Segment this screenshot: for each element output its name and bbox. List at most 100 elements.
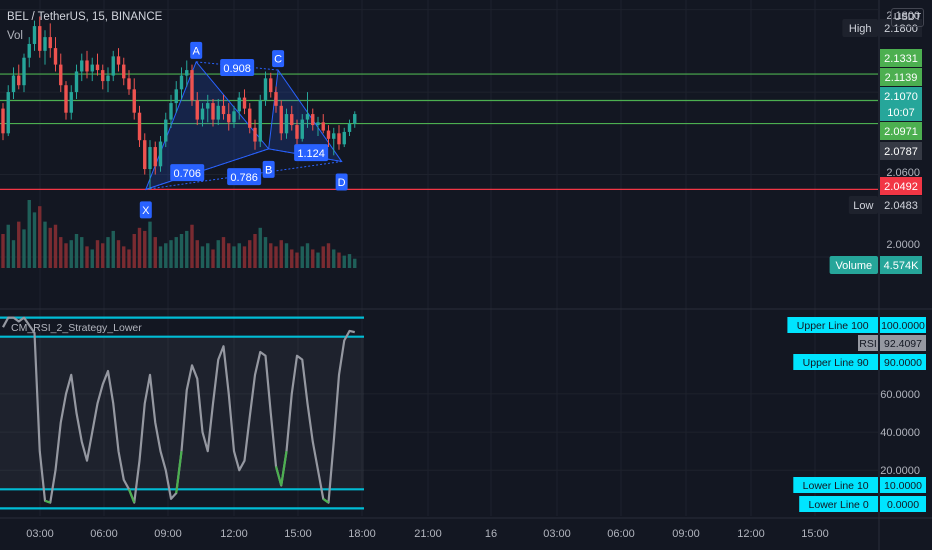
candle-body	[111, 56, 115, 76]
volume-bar	[258, 227, 262, 268]
pattern-ratio-label: 0.706	[173, 168, 201, 180]
volume-bar	[195, 240, 199, 268]
candle-body	[258, 100, 262, 142]
rsi-line-value-box	[880, 477, 926, 493]
pattern-point-d: D	[335, 173, 348, 191]
price-label-value: 2.0787	[884, 146, 918, 158]
candle	[326, 125, 331, 148]
volume-bar	[153, 237, 157, 268]
rsi-line-name-box	[793, 354, 878, 370]
pattern-ratio: 1.124	[294, 144, 329, 162]
candle	[216, 98, 220, 126]
volume-bar	[111, 230, 115, 268]
price-label-name: High	[849, 23, 872, 35]
time-tick: 09:00	[154, 528, 182, 540]
rsi-tick: 60.0000	[880, 389, 920, 401]
rsi-line-name: Lower Line 0	[809, 499, 869, 511]
candle	[11, 67, 16, 99]
volume-bar	[295, 252, 299, 268]
volume-bar	[269, 243, 273, 268]
candle	[300, 114, 304, 142]
volume-bar	[190, 224, 194, 268]
volume-bar	[169, 240, 173, 268]
currency-button[interactable]: USDT	[891, 8, 924, 27]
candle-body	[143, 140, 147, 170]
rsi-line-value-box	[880, 496, 926, 512]
volume-bar	[53, 224, 58, 268]
volume-bar	[48, 227, 52, 268]
volume-bar	[38, 206, 42, 268]
candle-body	[122, 64, 126, 79]
volume-bar	[263, 237, 268, 268]
candle-body	[311, 114, 315, 126]
price-label-green: 2.1139	[880, 68, 922, 86]
candle-body	[321, 122, 325, 131]
candle-body	[153, 147, 157, 167]
volume-bar	[242, 246, 247, 268]
price-label-red: 2.0492	[880, 177, 922, 195]
price-label-green: 2.0971	[880, 122, 922, 140]
candle-body	[101, 70, 105, 82]
volume-bar	[101, 243, 105, 268]
candle-body	[216, 105, 220, 120]
volume-bar	[227, 243, 231, 268]
candle	[179, 67, 184, 99]
candle-body	[332, 133, 336, 139]
price-label-name: Low	[853, 200, 873, 212]
pattern-point-label: D	[338, 177, 346, 189]
volume-bar	[122, 246, 126, 268]
candle-body	[295, 125, 299, 139]
candle	[242, 89, 247, 115]
volume-label: Vol	[7, 30, 23, 42]
price-label-value: 2.0971	[884, 126, 918, 138]
volume-bar	[274, 246, 278, 268]
candle-body	[200, 108, 205, 120]
rsi-line-label: Upper Line 100 100.0000	[787, 317, 926, 333]
rsi-line-name-box	[793, 477, 878, 493]
candle-body	[43, 37, 47, 51]
candle	[85, 50, 89, 79]
volume-bar	[337, 252, 341, 268]
rsi-line-name: Lower Line 10	[803, 480, 869, 492]
candle-body	[326, 130, 331, 139]
candle-body	[342, 131, 346, 145]
candle-body	[116, 56, 121, 65]
candle-body	[80, 60, 84, 72]
candle-body	[164, 119, 168, 142]
candle-body	[53, 48, 58, 65]
candle-body	[69, 92, 73, 113]
pattern-point-label: B	[265, 164, 272, 176]
price-label-box	[880, 177, 922, 195]
candle	[284, 108, 289, 139]
candle	[353, 111, 357, 128]
price-label-box	[880, 68, 922, 86]
pattern-ratio-label: 0.786	[230, 172, 258, 184]
pattern-point-box	[139, 201, 152, 219]
candle	[164, 112, 168, 148]
candle	[279, 100, 283, 141]
candle	[263, 71, 268, 106]
candle	[137, 105, 142, 148]
volume-bar	[80, 237, 84, 268]
pattern-ratio: 0.908	[220, 58, 255, 76]
rsi-line-name-box	[799, 496, 878, 512]
price-tick: 2.0600	[886, 167, 920, 179]
price-tick: 2.0000	[886, 239, 920, 251]
volume-bar	[305, 243, 310, 268]
candle	[116, 48, 121, 72]
volume-bar	[106, 237, 110, 268]
volume-bar	[22, 229, 26, 268]
volume-bar	[127, 249, 131, 268]
volume-bar	[116, 240, 121, 268]
candle	[311, 108, 315, 131]
volume-bar	[279, 240, 283, 268]
candle-body	[148, 147, 152, 170]
candle-body	[206, 103, 210, 109]
pattern-ratio-box	[170, 164, 205, 182]
price-label-gray: 2.0787	[880, 142, 922, 160]
pattern-point-label: C	[274, 54, 282, 66]
candle-body	[85, 60, 89, 72]
pattern-point-box	[190, 41, 203, 59]
candle-body	[11, 75, 16, 93]
